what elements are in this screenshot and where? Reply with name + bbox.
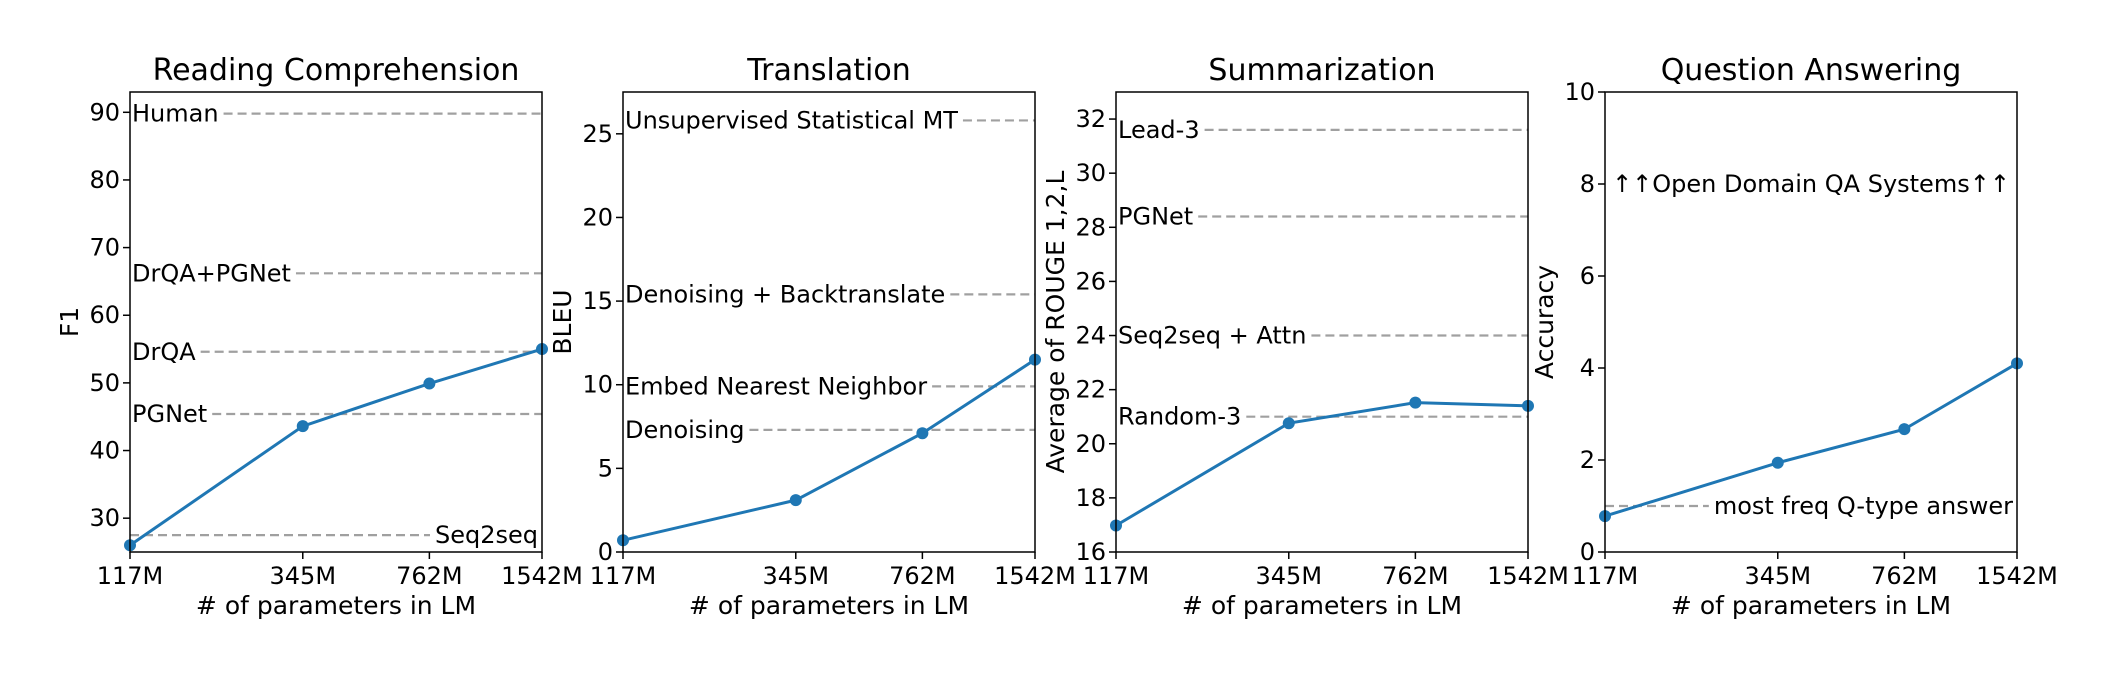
y-tick-label: 20: [1075, 430, 1106, 458]
y-tick-label: 30: [89, 504, 120, 532]
y-tick-label: 0: [1580, 538, 1595, 566]
y-tick-label: 16: [1075, 538, 1106, 566]
reference-label: DrQA+PGNet: [132, 259, 291, 287]
y-tick-label: 70: [89, 234, 120, 262]
x-tick-label: 1542M: [994, 562, 1076, 590]
y-tick-label: 90: [89, 98, 120, 126]
reference-label: Random-3: [1118, 403, 1241, 431]
x-tick-label: 762M: [1871, 562, 1938, 590]
y-axis-label: Average of ROUGE 1,2,L: [1041, 171, 1070, 474]
x-tick-label: 345M: [763, 562, 830, 590]
plot-frame: [1115, 91, 1529, 553]
reference-label: Denoising + Backtranslate: [625, 280, 945, 308]
x-axis-label: # of parameters in LM: [1182, 591, 1462, 620]
y-tick-label: 60: [89, 301, 120, 329]
reference-label: Seq2seq: [435, 521, 538, 549]
y-tick-label: 22: [1075, 376, 1106, 404]
series-line: [129, 347, 543, 547]
chart-title: Summarization: [1208, 53, 1435, 88]
chart-title: Reading Comprehension: [153, 53, 520, 88]
y-tick-label: 80: [89, 166, 120, 194]
series-line: [622, 358, 1036, 542]
x-tick-label: 345M: [1745, 562, 1812, 590]
reference-label: Embed Nearest Neighbor: [625, 372, 927, 400]
reference-label: Denoising: [625, 416, 744, 444]
y-tick-label: 8: [1580, 170, 1595, 198]
reference-label: Seq2seq + Attn: [1118, 322, 1306, 350]
data-point: [1898, 423, 1911, 436]
x-tick-label: 762M: [889, 562, 956, 590]
reference-label: Unsupervised Statistical MT: [625, 106, 958, 134]
x-tick-label: 117M: [97, 562, 164, 590]
plot-frame: [129, 91, 543, 553]
reference-label: Human: [132, 100, 219, 128]
panel-1: Human DrQA+PGNet DrQA PGNet Seq2seq 30 40 50 60 7…: [55, 53, 583, 620]
panel-2: Unsupervised Statistical MT Denoising + B…: [548, 53, 1076, 620]
y-tick-label: 50: [89, 369, 120, 397]
y-tick-label: 24: [1075, 322, 1106, 350]
y-tick-label: 30: [1075, 159, 1106, 187]
x-tick-label: 1542M: [1976, 562, 2058, 590]
x-tick-label: 1542M: [501, 562, 583, 590]
y-tick-label: 25: [582, 120, 613, 148]
x-tick-label: 1542M: [1487, 562, 1569, 590]
reference-label: most freq Q-type answer: [1714, 492, 2013, 520]
plot-frame: [1604, 91, 2018, 553]
chart-title: Question Answering: [1661, 53, 1962, 88]
y-tick-label: 32: [1075, 105, 1106, 133]
y-tick-label: 15: [582, 287, 613, 315]
series-line: [1604, 362, 2018, 518]
reference-label: PGNet: [132, 400, 207, 428]
y-tick-label: 18: [1075, 484, 1106, 512]
plot-frame: [622, 91, 1036, 553]
y-axis-label: BLEU: [548, 289, 577, 354]
x-tick-label: 117M: [1083, 562, 1150, 590]
data-point: [1771, 456, 1784, 469]
data-point: [789, 494, 802, 507]
y-tick-label: 40: [89, 437, 120, 465]
y-tick-label: 20: [582, 203, 613, 231]
chart-title: Translation: [746, 53, 910, 88]
data-point: [1409, 396, 1422, 409]
reference-label: Lead-3: [1118, 116, 1200, 144]
x-tick-label: 345M: [270, 562, 337, 590]
y-tick-label: 28: [1075, 213, 1106, 241]
y-tick-label: 10: [1564, 78, 1595, 106]
x-tick-label: 762M: [396, 562, 463, 590]
y-tick-label: 0: [598, 538, 613, 566]
x-axis-label: # of parameters in LM: [196, 591, 476, 620]
data-point: [916, 427, 929, 440]
data-point: [423, 377, 436, 390]
panel-4: most freq Q-type answer ↑↑Open Domain QA …: [1530, 53, 2058, 620]
y-tick-label: 10: [582, 371, 613, 399]
series-line: [1115, 401, 1529, 527]
data-point: [1282, 417, 1295, 430]
data-point: [296, 420, 309, 433]
y-tick-label: 4: [1580, 354, 1595, 382]
panel-3: Lead-3 PGNet Seq2seq + Attn Random-3 16 18 20 2…: [1041, 53, 1569, 620]
x-tick-label: 345M: [1256, 562, 1323, 590]
x-axis-label: # of parameters in LM: [1671, 591, 1951, 620]
x-tick-label: 117M: [590, 562, 657, 590]
y-tick-label: 5: [598, 454, 613, 482]
x-tick-label: 762M: [1382, 562, 1449, 590]
reference-label: DrQA: [132, 338, 196, 366]
y-tick-label: 26: [1075, 267, 1106, 295]
annotation-text: ↑↑Open Domain QA Systems↑↑: [1612, 170, 2010, 198]
x-tick-label: 117M: [1572, 562, 1639, 590]
y-axis-label: Accuracy: [1530, 265, 1559, 379]
y-tick-label: 2: [1580, 446, 1595, 474]
y-axis-label: F1: [55, 307, 84, 337]
y-tick-label: 6: [1580, 262, 1595, 290]
x-axis-label: # of parameters in LM: [689, 591, 969, 620]
reference-label: PGNet: [1118, 202, 1193, 230]
